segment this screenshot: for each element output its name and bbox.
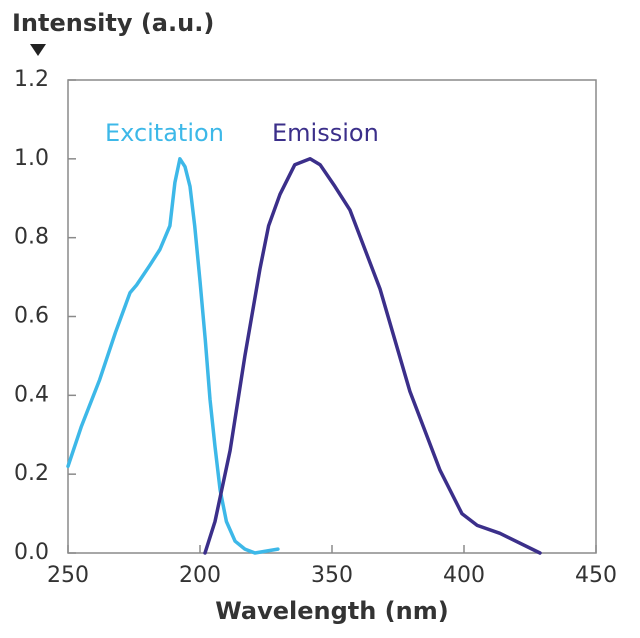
y-tick-label: 0.8	[14, 225, 49, 250]
x-tick-label: 450	[575, 563, 617, 588]
x-tick-label: 350	[311, 563, 353, 588]
plot-frame	[67, 79, 597, 554]
x-tick-label: 200	[179, 563, 221, 588]
y-tick-label: 0.6	[14, 304, 49, 329]
series-line	[203, 157, 542, 555]
series-line	[66, 157, 280, 555]
y-tick-label: 0.0	[14, 540, 49, 565]
x-tick-label: 400	[443, 563, 485, 588]
x-axis-label: Wavelength (nm)	[215, 597, 448, 625]
y-tick-label: 0.4	[14, 382, 49, 407]
y-axis-label: Intensity (a.u.)	[12, 9, 214, 37]
y-tick-label: 0.2	[14, 461, 49, 486]
legend-label: Excitation	[105, 119, 224, 147]
y-tick-label: 1.2	[14, 67, 49, 92]
legend-label: Emission	[272, 119, 379, 147]
y-tick-label: 1.0	[14, 146, 49, 171]
x-tick-label: 250	[47, 563, 89, 588]
axis-arrow	[30, 44, 46, 56]
